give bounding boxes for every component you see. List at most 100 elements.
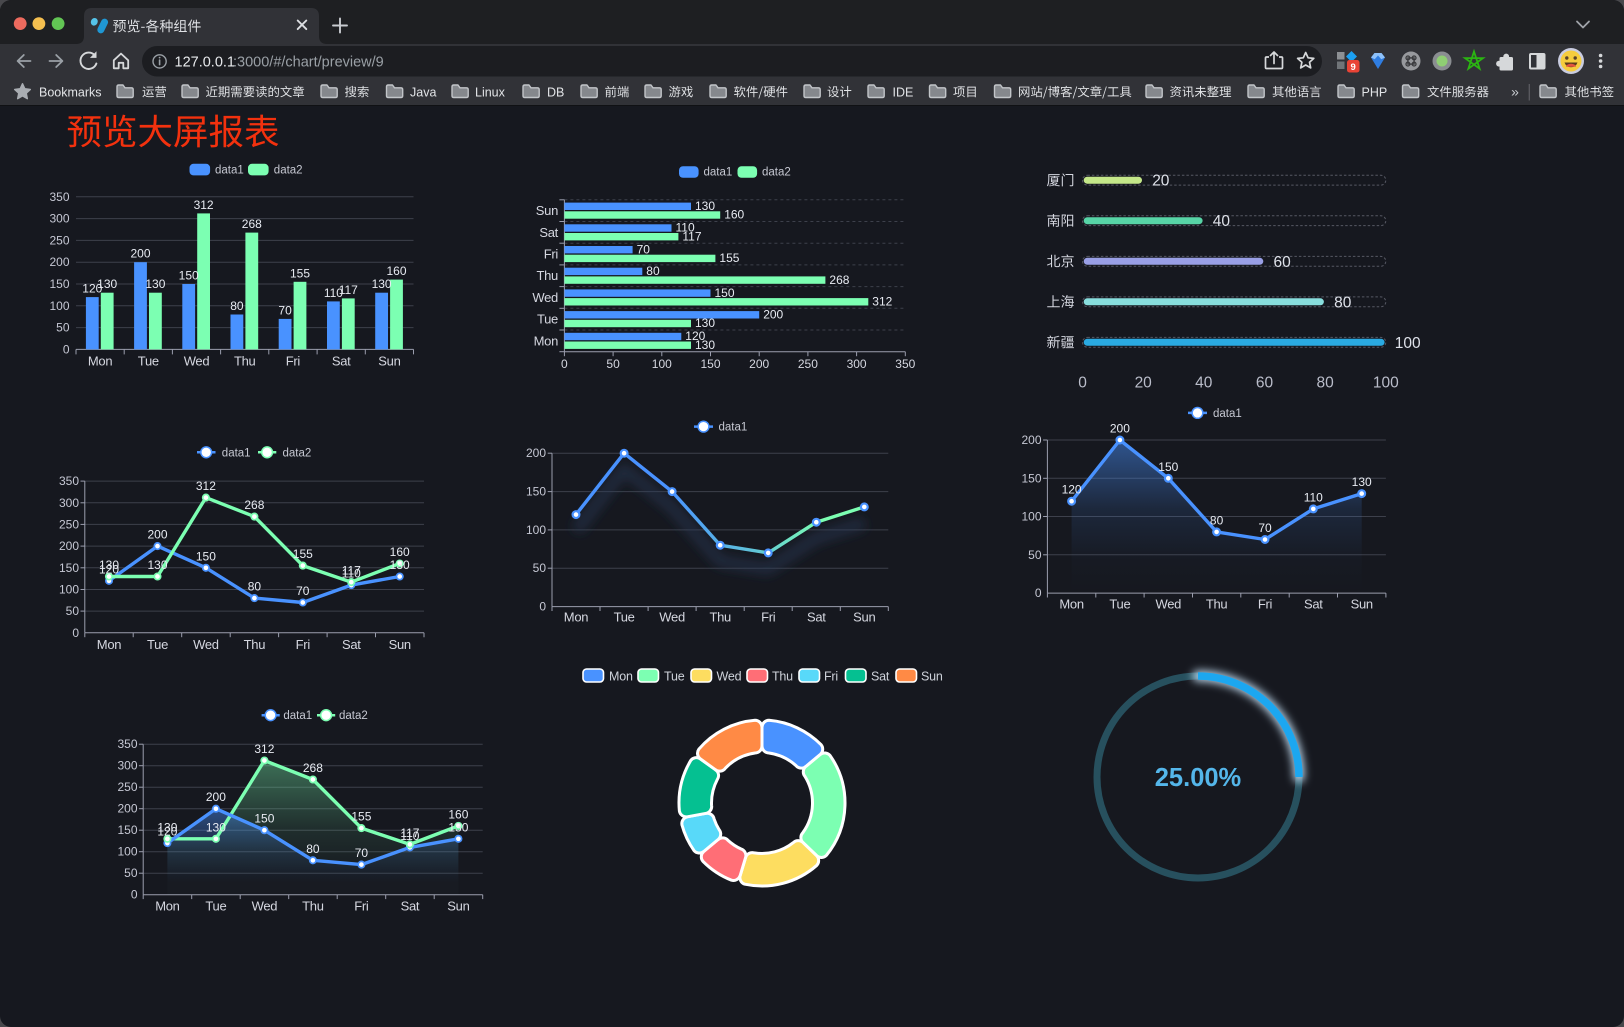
svg-text:80: 80 <box>646 264 660 278</box>
svg-text:Thu: Thu <box>234 353 256 368</box>
svg-text:312: 312 <box>872 294 892 308</box>
svg-text:data1: data1 <box>719 422 748 434</box>
svg-text:130: 130 <box>157 820 177 834</box>
svg-text:0: 0 <box>539 600 546 614</box>
svg-text:350: 350 <box>49 190 69 204</box>
svg-text:Thu: Thu <box>244 637 266 652</box>
svg-text:50: 50 <box>606 357 620 371</box>
svg-text:160: 160 <box>724 208 744 222</box>
svg-text:268: 268 <box>829 273 849 287</box>
svg-text:0: 0 <box>131 888 138 902</box>
svg-text:110: 110 <box>324 286 343 300</box>
svg-text:Wed: Wed <box>532 290 558 305</box>
svg-text:70: 70 <box>355 846 369 860</box>
svg-text:250: 250 <box>59 517 79 531</box>
svg-text:80: 80 <box>1316 374 1334 391</box>
svg-text:50: 50 <box>1028 548 1042 562</box>
svg-text:Mon: Mon <box>609 670 633 684</box>
svg-text:Thu: Thu <box>302 899 324 914</box>
svg-text:200: 200 <box>206 790 226 804</box>
svg-text:Mon: Mon <box>534 333 558 348</box>
svg-text:Sun: Sun <box>853 609 875 624</box>
svg-text:200: 200 <box>49 255 69 269</box>
svg-text:200: 200 <box>1110 422 1130 436</box>
svg-text:25.00%: 25.00% <box>1155 764 1242 792</box>
svg-text:Bookmarks: Bookmarks <box>39 85 102 99</box>
svg-text:130: 130 <box>1352 475 1372 489</box>
svg-text:Mon: Mon <box>88 353 112 368</box>
svg-text:150: 150 <box>1158 460 1178 474</box>
svg-text:data2: data2 <box>762 167 791 179</box>
svg-text:200: 200 <box>763 307 783 321</box>
svg-text:50: 50 <box>66 604 80 618</box>
svg-text:0: 0 <box>1078 374 1087 391</box>
svg-text:312: 312 <box>254 742 274 756</box>
svg-text:0: 0 <box>63 342 70 356</box>
svg-text:Sun: Sun <box>447 899 469 914</box>
svg-text:Mon: Mon <box>97 637 121 652</box>
svg-text:155: 155 <box>293 547 313 561</box>
svg-text:Tue: Tue <box>664 670 685 684</box>
svg-text:Tue: Tue <box>138 353 159 368</box>
svg-text:155: 155 <box>290 266 310 280</box>
svg-text:50: 50 <box>124 866 138 880</box>
svg-text:Mon: Mon <box>564 609 588 624</box>
svg-text:Wed: Wed <box>252 899 278 914</box>
svg-text:130: 130 <box>206 820 226 834</box>
svg-text:60: 60 <box>1256 374 1274 391</box>
svg-text:Tue: Tue <box>1109 597 1130 612</box>
svg-text:150: 150 <box>1021 471 1041 485</box>
svg-text:50: 50 <box>533 561 547 575</box>
svg-text:Sat: Sat <box>342 637 361 652</box>
svg-text:60: 60 <box>1274 254 1292 271</box>
svg-text:100: 100 <box>49 299 69 313</box>
svg-text:50: 50 <box>56 321 70 335</box>
svg-text:80: 80 <box>248 580 262 594</box>
svg-text:Sun: Sun <box>378 353 400 368</box>
svg-text:312: 312 <box>194 198 214 212</box>
svg-text:Sat: Sat <box>871 670 890 684</box>
svg-text:Sat: Sat <box>401 899 420 914</box>
svg-text:Thu: Thu <box>1206 597 1228 612</box>
svg-text:Fri: Fri <box>354 899 369 914</box>
svg-text:110: 110 <box>1304 490 1323 504</box>
svg-text:120: 120 <box>157 825 177 839</box>
svg-text:0: 0 <box>1035 586 1042 600</box>
svg-text:150: 150 <box>196 549 216 563</box>
svg-text:100: 100 <box>117 845 137 859</box>
svg-text:70: 70 <box>296 584 310 598</box>
svg-text:Tue: Tue <box>205 899 226 914</box>
svg-text:200: 200 <box>1021 433 1041 447</box>
svg-text:350: 350 <box>895 357 915 371</box>
svg-text:200: 200 <box>749 357 769 371</box>
svg-text:Fri: Fri <box>824 670 838 684</box>
svg-text:130: 130 <box>695 338 715 352</box>
svg-text:130: 130 <box>390 558 410 572</box>
svg-text:150: 150 <box>715 286 735 300</box>
svg-text:Mon: Mon <box>155 899 179 914</box>
svg-text:Wed: Wed <box>717 670 742 684</box>
svg-text:Sat: Sat <box>332 353 351 368</box>
svg-text:40: 40 <box>1213 213 1231 230</box>
svg-text:155: 155 <box>719 251 739 265</box>
svg-text:130: 130 <box>99 558 119 572</box>
svg-text:268: 268 <box>242 217 262 231</box>
svg-text:150: 150 <box>700 357 720 371</box>
svg-text:100: 100 <box>652 357 672 371</box>
svg-text:Fri: Fri <box>761 609 776 624</box>
svg-text:Sat: Sat <box>807 609 826 624</box>
svg-text:Fri: Fri <box>286 353 301 368</box>
svg-text:120: 120 <box>82 282 102 296</box>
svg-text:250: 250 <box>49 233 69 247</box>
svg-text:»: » <box>1511 84 1519 100</box>
svg-text:Sun: Sun <box>921 670 943 684</box>
svg-text:150: 150 <box>526 485 546 499</box>
svg-text:250: 250 <box>117 780 137 794</box>
svg-text:PHP: PHP <box>1362 85 1388 99</box>
svg-text:data2: data2 <box>339 710 368 722</box>
svg-text:Fri: Fri <box>1258 597 1273 612</box>
svg-text:Wed: Wed <box>1155 597 1181 612</box>
svg-text:150: 150 <box>254 812 274 826</box>
svg-text:130: 130 <box>448 820 468 834</box>
svg-text:Sun: Sun <box>389 637 411 652</box>
